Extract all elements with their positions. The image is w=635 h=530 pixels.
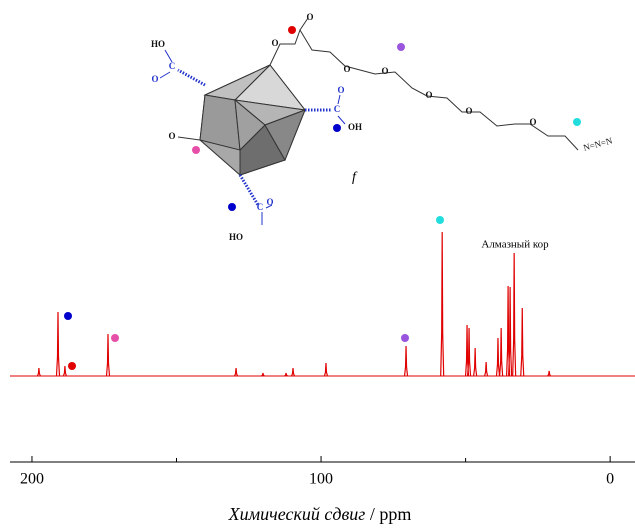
- peak: [547, 370, 552, 377]
- legend-dots: [64, 26, 581, 370]
- atom-label: OH: [348, 122, 362, 132]
- atom-label: O: [151, 74, 158, 84]
- atom-label: O: [381, 66, 388, 76]
- peak: [520, 307, 525, 377]
- peak: [403, 345, 409, 377]
- atom-label: O: [271, 38, 278, 48]
- x-axis-label-unit: / ppm: [365, 504, 411, 524]
- molecule-label: f: [352, 170, 358, 185]
- atom-label: O: [306, 12, 313, 22]
- atom-label: O: [168, 131, 175, 141]
- peak: [440, 231, 445, 377]
- atom-label: C: [169, 61, 176, 71]
- x-tick-label: 100: [309, 471, 333, 488]
- x-tick-label: 0: [606, 471, 614, 488]
- annotation: Алмазный кор: [481, 239, 549, 251]
- peak: [323, 362, 329, 377]
- peak: [512, 252, 517, 377]
- atom-label: N=N=N: [582, 135, 614, 152]
- atom-label: O: [266, 197, 273, 207]
- peak: [290, 367, 296, 377]
- peak: [261, 372, 265, 377]
- peak: [508, 286, 513, 377]
- peak: [499, 327, 504, 377]
- x-tick-label: 200: [20, 471, 44, 488]
- atom-label: O: [337, 85, 344, 95]
- atom-label: C: [257, 202, 264, 212]
- atom-label: O: [343, 64, 350, 74]
- atom-label: C: [334, 104, 341, 114]
- peak: [234, 367, 239, 377]
- peak: [36, 367, 41, 377]
- peak: [495, 337, 501, 377]
- x-axis-label-name: Химический сдвиг: [228, 504, 366, 524]
- atom-label: O: [529, 117, 536, 127]
- peak: [62, 365, 67, 377]
- peak: [484, 361, 489, 377]
- atom-label: O: [425, 90, 432, 100]
- peak: [284, 372, 288, 377]
- molecule-drawing: [159, 17, 579, 225]
- atom-label: O: [465, 106, 472, 116]
- peak: [473, 347, 478, 377]
- atom-label: HO: [229, 232, 243, 242]
- peak: [105, 333, 111, 377]
- atom-label: HO: [151, 39, 165, 49]
- peak: [55, 311, 61, 377]
- peak: [466, 327, 472, 377]
- x-axis-label: Химический сдвиг / ppm: [228, 504, 412, 524]
